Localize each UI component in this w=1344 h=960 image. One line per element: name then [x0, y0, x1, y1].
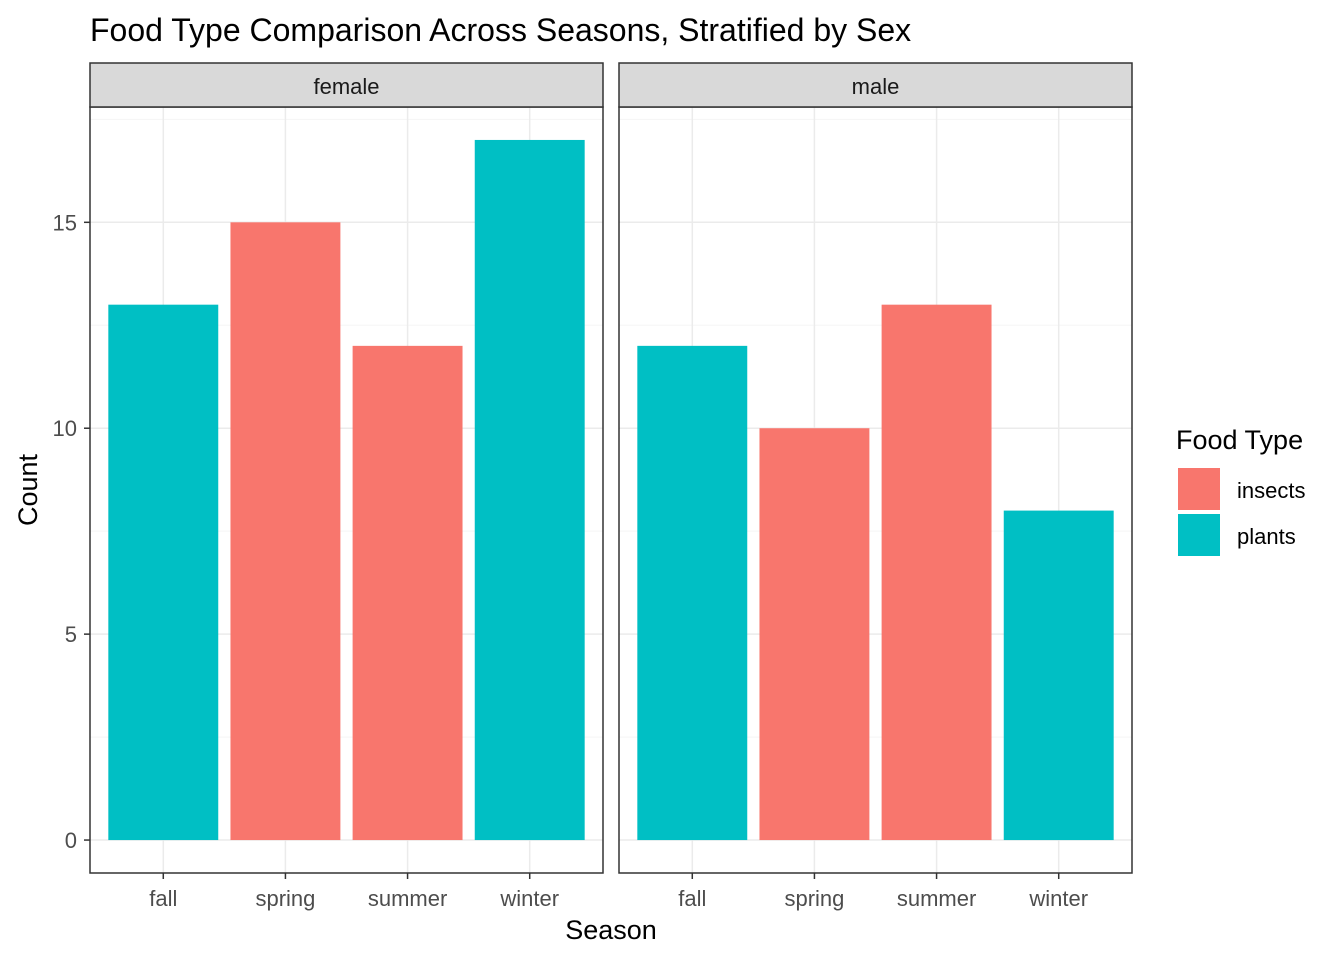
y-tick-label: 10 [53, 416, 77, 441]
legend-label-insects: insects [1237, 478, 1305, 503]
legend-label-plants: plants [1237, 524, 1296, 549]
facet-panel-male: male fall spring summer winter [618, 62, 1133, 911]
facet-panel-female: female fall spring summer winter [89, 62, 604, 911]
bar-female-fall [108, 304, 219, 841]
facet-panels: female fall spring summer winter male fall spri… [53, 62, 1133, 911]
facet-strip [89, 62, 604, 108]
bar-female-spring [230, 222, 341, 841]
bar-female-summer [352, 345, 463, 841]
x-tick-label: winter [1028, 886, 1088, 911]
legend-key-plants [1178, 514, 1220, 556]
x-tick-label: summer [897, 886, 976, 911]
chart-title: Food Type Comparison Across Seasons, Str… [90, 12, 911, 48]
x-tick-label: spring [255, 886, 315, 911]
x-tick-label: fall [678, 886, 706, 911]
bar-male-spring [759, 428, 870, 841]
x-tick-label: winter [499, 886, 559, 911]
bar-male-winter [1003, 510, 1114, 841]
legend: Food Type insects plants [1176, 425, 1305, 556]
x-tick-label: spring [784, 886, 844, 911]
y-axis: 0 5 10 15 [53, 210, 90, 853]
y-tick-label: 15 [53, 210, 77, 235]
facet-strip [618, 62, 1133, 108]
x-axis-title: Season [565, 915, 657, 945]
legend-title: Food Type [1176, 425, 1303, 455]
legend-key-insects [1178, 468, 1220, 510]
y-tick-label: 0 [65, 828, 77, 853]
bar-female-winter [474, 139, 585, 841]
bar-male-summer [881, 304, 992, 841]
y-tick-label: 5 [65, 622, 77, 647]
facet-strip-label: female [313, 74, 379, 99]
facet-strip-label: male [852, 74, 900, 99]
bar-male-fall [637, 345, 748, 841]
x-tick-label: summer [368, 886, 447, 911]
y-axis-title: Count [13, 453, 43, 526]
x-tick-label: fall [149, 886, 177, 911]
